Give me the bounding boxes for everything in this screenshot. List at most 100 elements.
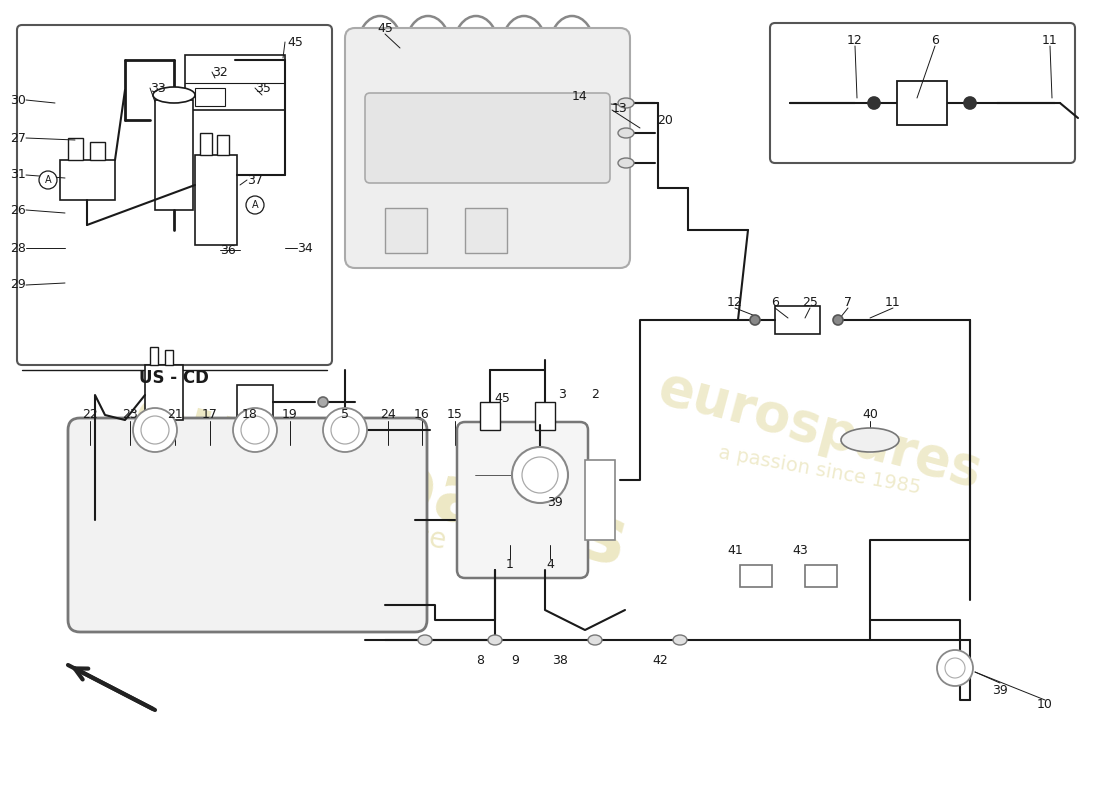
Text: 5: 5	[341, 409, 349, 422]
Bar	[145, 365, 183, 420]
Circle shape	[833, 315, 843, 325]
Text: a passion since 1985: a passion since 1985	[717, 443, 923, 497]
Ellipse shape	[418, 635, 432, 645]
Text: 24: 24	[381, 409, 396, 422]
Text: 19: 19	[282, 409, 298, 422]
Text: eurospares: eurospares	[652, 362, 988, 498]
Bar	[236, 385, 273, 420]
Bar	[465, 208, 507, 253]
FancyBboxPatch shape	[365, 93, 611, 183]
FancyBboxPatch shape	[68, 418, 427, 632]
Bar	[480, 402, 501, 430]
Text: 34: 34	[297, 242, 312, 254]
Text: US - CD: US - CD	[139, 369, 209, 387]
Text: 30: 30	[10, 94, 26, 106]
Ellipse shape	[588, 635, 602, 645]
Text: 45: 45	[494, 391, 510, 405]
Ellipse shape	[488, 635, 502, 645]
Bar	[740, 565, 772, 587]
Text: 45: 45	[287, 35, 303, 49]
Text: 21: 21	[167, 409, 183, 422]
Text: 7: 7	[844, 295, 852, 309]
Circle shape	[512, 447, 568, 503]
Text: 41: 41	[727, 543, 742, 557]
Bar	[195, 88, 226, 106]
Circle shape	[331, 416, 359, 444]
FancyBboxPatch shape	[345, 28, 630, 268]
Circle shape	[141, 416, 169, 444]
Text: 16: 16	[414, 409, 430, 422]
Text: 3: 3	[558, 389, 565, 402]
Bar	[805, 565, 837, 587]
Bar	[776, 306, 820, 334]
Ellipse shape	[842, 428, 899, 452]
Text: 32: 32	[212, 66, 228, 78]
Text: 45: 45	[377, 22, 393, 34]
Text: 6: 6	[931, 34, 939, 46]
Text: A: A	[45, 175, 52, 185]
Text: 10: 10	[1037, 698, 1053, 711]
Bar	[217, 135, 229, 155]
Bar	[185, 55, 285, 110]
FancyBboxPatch shape	[770, 23, 1075, 163]
Text: A: A	[252, 200, 258, 210]
Text: 6: 6	[771, 295, 779, 309]
Circle shape	[522, 457, 558, 493]
Text: 1: 1	[506, 558, 514, 571]
Circle shape	[945, 658, 965, 678]
Ellipse shape	[618, 98, 634, 108]
Text: 11: 11	[1042, 34, 1058, 46]
Text: 18: 18	[242, 409, 257, 422]
Text: 39: 39	[992, 683, 1008, 697]
Text: 36: 36	[220, 243, 235, 257]
Text: 27: 27	[10, 131, 26, 145]
Text: 9: 9	[512, 654, 519, 666]
Bar	[585, 460, 615, 540]
Circle shape	[241, 416, 270, 444]
Circle shape	[868, 97, 880, 109]
Text: 23: 23	[122, 409, 138, 422]
Circle shape	[323, 408, 367, 452]
Text: 26: 26	[10, 203, 26, 217]
Circle shape	[246, 196, 264, 214]
Text: 17: 17	[202, 409, 218, 422]
Circle shape	[964, 97, 976, 109]
Bar	[535, 402, 556, 430]
Text: 31: 31	[10, 169, 26, 182]
Ellipse shape	[673, 635, 688, 645]
Text: 38: 38	[552, 654, 568, 666]
Bar	[68, 138, 82, 160]
Text: 15: 15	[447, 409, 463, 422]
Bar	[896, 81, 947, 125]
Bar	[385, 208, 427, 253]
Text: 11: 11	[886, 295, 901, 309]
Text: 12: 12	[727, 295, 742, 309]
Text: 35: 35	[255, 82, 271, 94]
FancyBboxPatch shape	[456, 422, 588, 578]
Circle shape	[39, 171, 57, 189]
Bar	[165, 350, 173, 365]
Text: 42: 42	[652, 654, 668, 666]
Circle shape	[937, 650, 974, 686]
Circle shape	[750, 315, 760, 325]
Text: 22: 22	[82, 409, 98, 422]
Ellipse shape	[618, 158, 634, 168]
Text: 33: 33	[150, 82, 166, 94]
Text: 28: 28	[10, 242, 26, 254]
Circle shape	[133, 408, 177, 452]
Text: a passion since 1985: a passion since 1985	[233, 491, 526, 569]
Bar	[195, 155, 236, 245]
Text: 20: 20	[657, 114, 673, 126]
Text: 40: 40	[862, 409, 878, 422]
Text: 37: 37	[248, 174, 263, 186]
Ellipse shape	[153, 87, 195, 103]
Text: 2: 2	[591, 389, 598, 402]
Bar	[90, 142, 104, 160]
Text: 13: 13	[612, 102, 628, 114]
Text: 43: 43	[792, 543, 807, 557]
FancyBboxPatch shape	[16, 25, 332, 365]
Text: 29: 29	[10, 278, 26, 291]
Text: eurospares: eurospares	[124, 376, 636, 584]
Text: 25: 25	[802, 295, 818, 309]
Bar	[155, 100, 192, 210]
